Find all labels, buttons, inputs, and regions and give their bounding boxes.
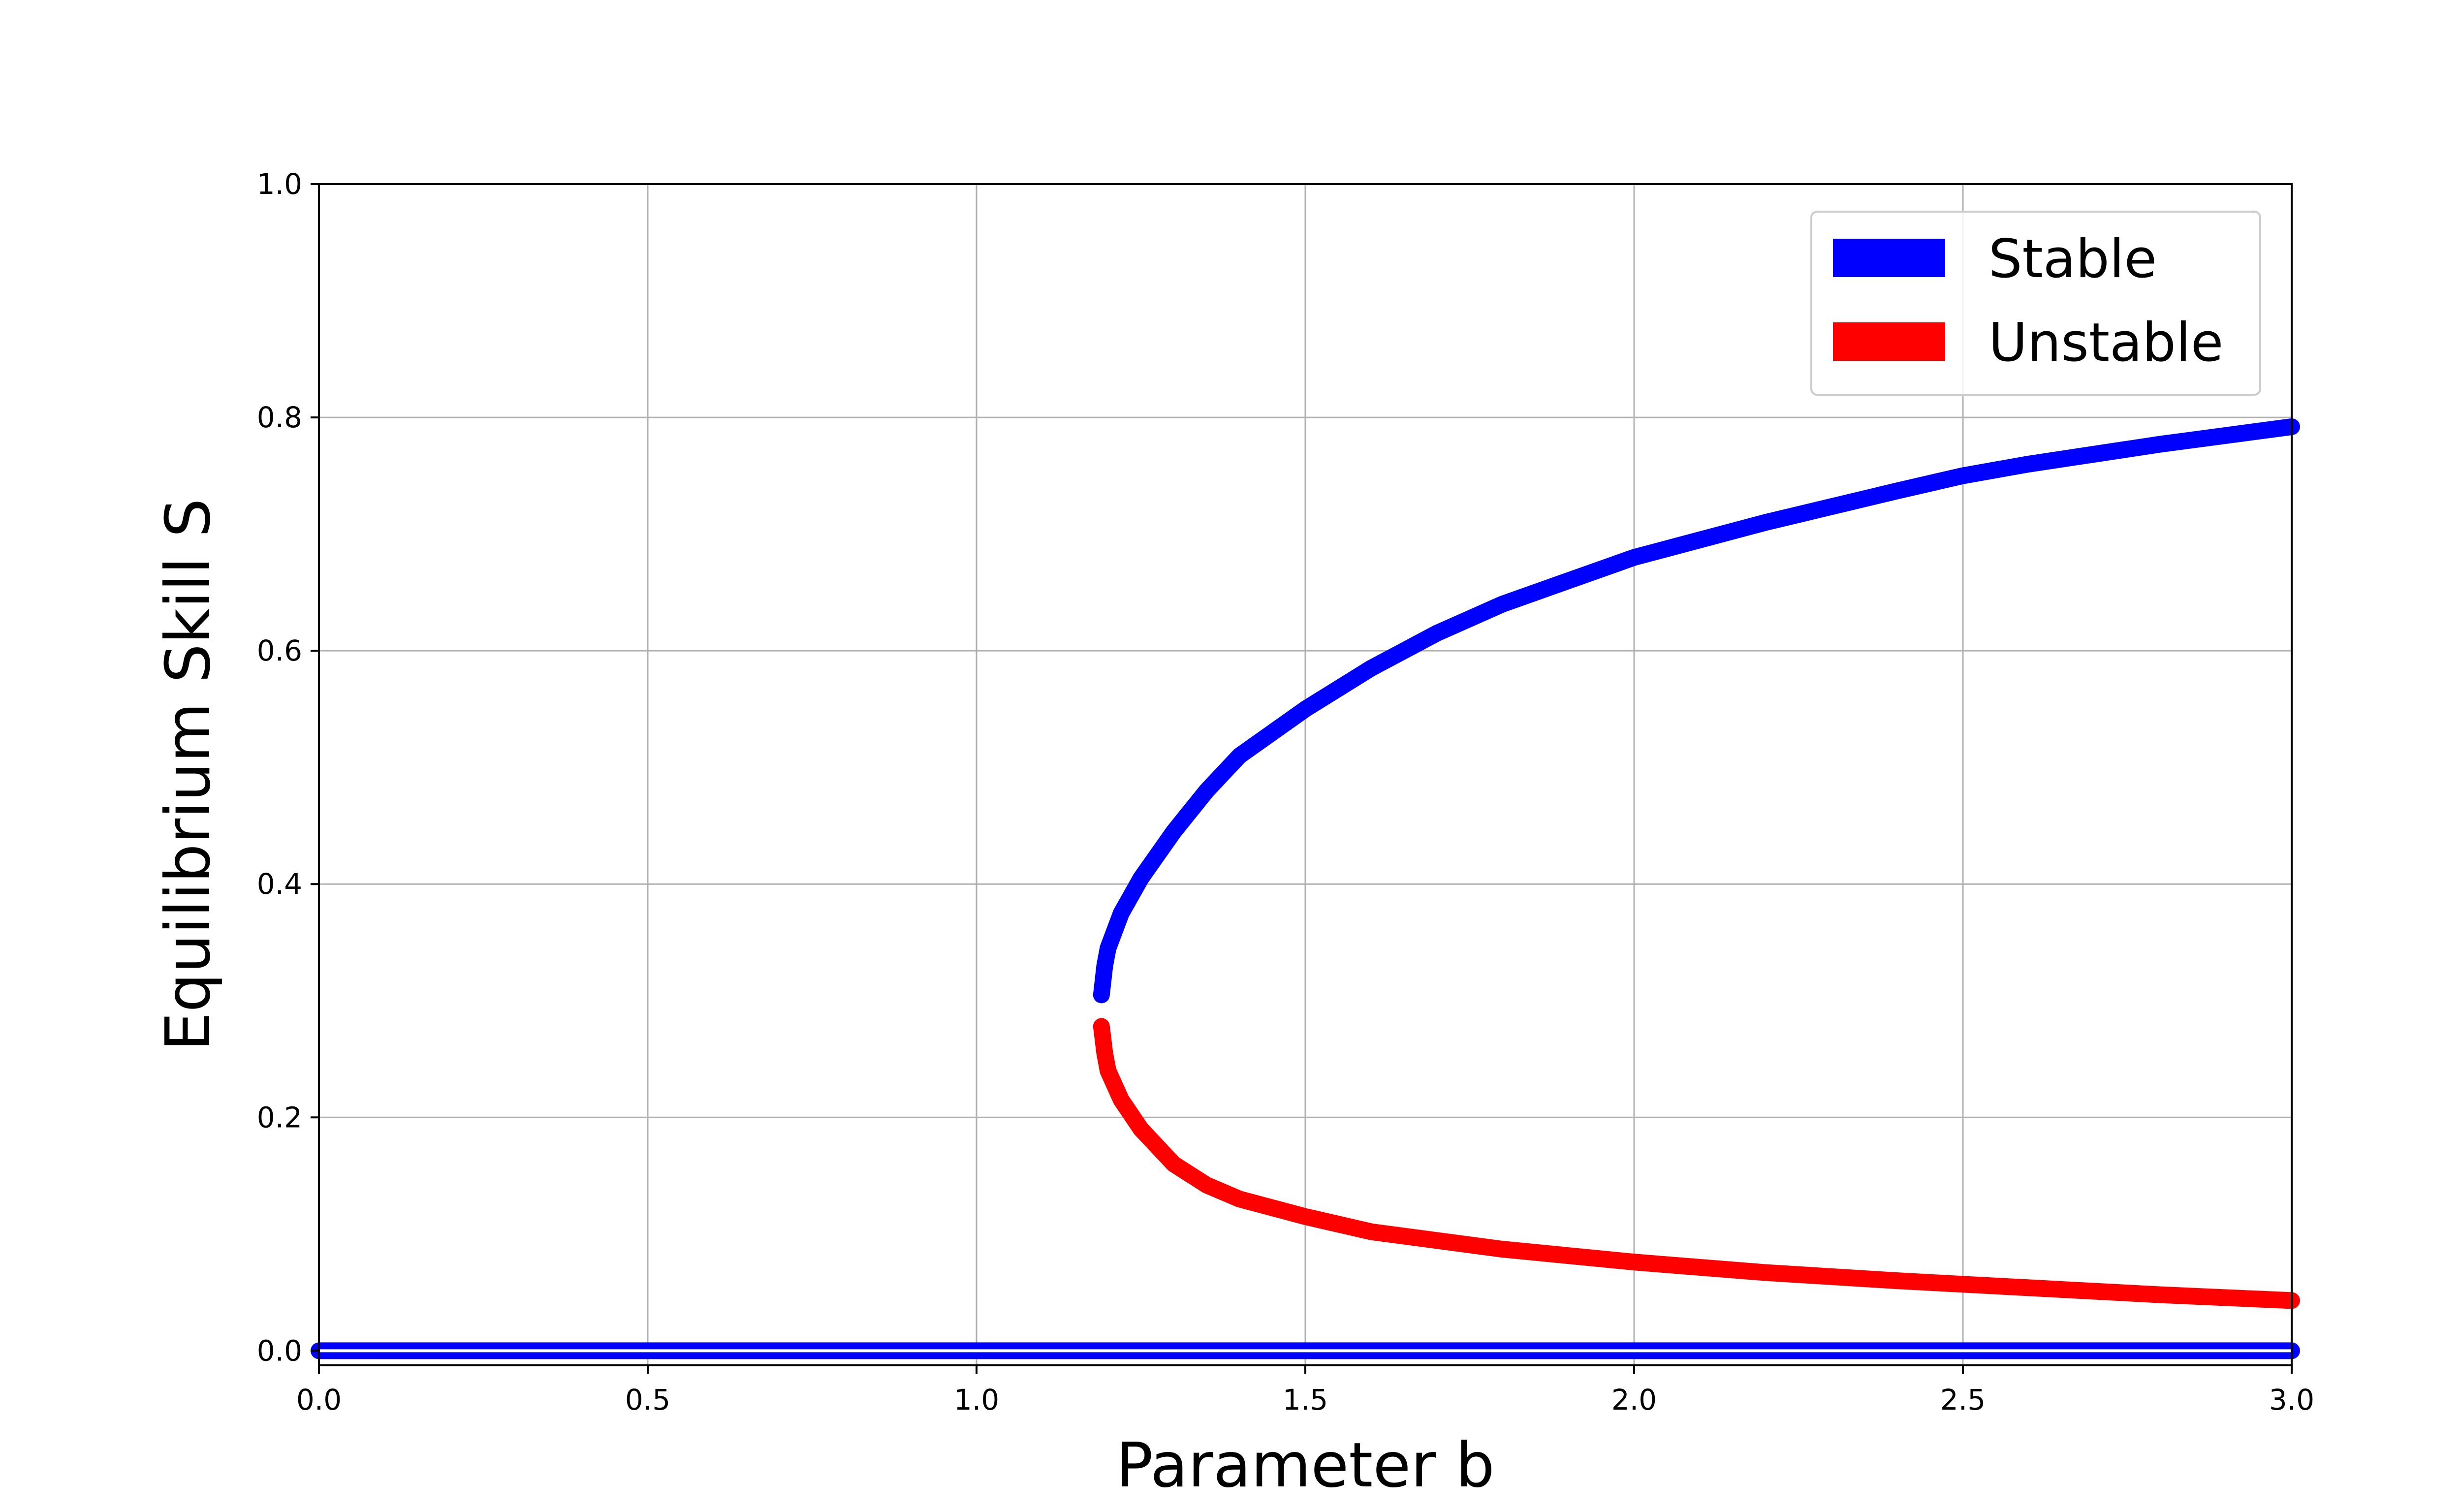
y-tick-label: 1.0 <box>257 167 302 201</box>
x-tick-label: 2.5 <box>1940 1383 1986 1417</box>
y-axis-title: Equilibrium Skill S <box>153 499 224 1051</box>
x-axis-title: Parameter b <box>1116 1430 1494 1501</box>
x-tick-label: 0.5 <box>625 1383 670 1417</box>
x-tick-label: 1.0 <box>954 1383 999 1417</box>
x-tick-label: 2.0 <box>1611 1383 1657 1417</box>
legend: Stable Unstable <box>1810 211 2261 396</box>
series-layer <box>311 418 2300 1359</box>
ticks: 0.0 0.5 1.0 1.5 2.0 2.5 3.0 0.0 0.2 0.4 0.6 0.8 1.0 <box>257 167 2314 1417</box>
y-tick-label: 0.0 <box>257 1334 302 1367</box>
legend-swatch-stable <box>1833 239 1945 277</box>
x-tick-label: 0.0 <box>296 1383 342 1417</box>
series-line-stable <box>1093 418 2300 1004</box>
legend-label-stable: Stable <box>1988 228 2157 290</box>
y-tick-label: 0.2 <box>257 1101 302 1134</box>
x-tick-label: 3.0 <box>2269 1383 2314 1417</box>
y-tick-label: 0.6 <box>257 634 302 667</box>
x-tick-label: 1.5 <box>1283 1383 1328 1417</box>
series-line-unstable <box>1093 1018 2300 1309</box>
legend-label-unstable: Unstable <box>1988 312 2223 374</box>
y-tick-label: 0.4 <box>257 867 302 901</box>
y-tick-label: 0.8 <box>257 401 302 434</box>
legend-swatch-unstable <box>1833 322 1945 361</box>
